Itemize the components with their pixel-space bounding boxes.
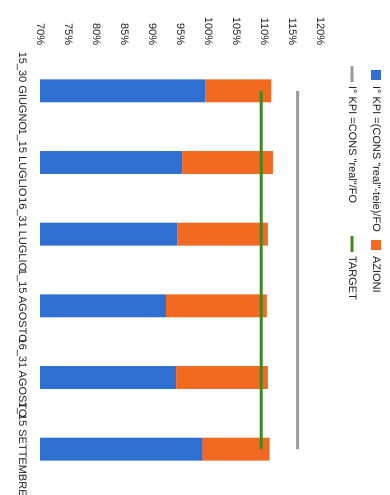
x-tick-label: 16_31 LUGLIO xyxy=(16,197,28,271)
bar-segment xyxy=(177,222,268,246)
bar-segment xyxy=(202,437,270,461)
y-tick-label: 70% xyxy=(34,23,46,45)
bar-segment xyxy=(176,366,268,389)
legend-label: I° KPI =(CONS "real"-teie)/FO xyxy=(370,86,382,232)
bar-segment xyxy=(166,294,267,318)
bar-segment xyxy=(40,437,203,461)
x-tick-label: 15_30 GIUGNO xyxy=(16,52,28,131)
x-tick-label: 1_15 SETTEMBRE xyxy=(16,402,28,495)
bar-segment xyxy=(40,366,177,389)
bar-segment xyxy=(40,79,206,103)
bar-segment xyxy=(40,222,178,246)
y-tick-label: 90% xyxy=(146,23,158,45)
y-tick-label: 85% xyxy=(118,23,130,45)
bar-segment xyxy=(40,294,166,318)
x-tick-label: 16_31 AGOSTO xyxy=(16,338,28,418)
y-tick-label: 75% xyxy=(62,23,74,45)
y-tick-label: 105% xyxy=(230,17,242,45)
bar-segment xyxy=(205,79,272,103)
y-tick-label: 110% xyxy=(258,18,270,46)
y-tick-label: 115% xyxy=(286,18,298,46)
x-tick-label: 1_15 LUGLIO xyxy=(16,129,28,197)
x-tick-label: 1_15 AGOSTO xyxy=(16,269,28,343)
bar-segment xyxy=(182,151,273,174)
legend-label: AZIONI xyxy=(370,256,382,293)
legend-label: TARGET xyxy=(346,256,358,300)
bar-segment xyxy=(40,151,183,174)
y-tick-label: 95% xyxy=(174,23,186,45)
legend-swatch xyxy=(371,70,381,80)
rotated-chart: 70% 75% 80% 85% 90% 95% 100% 105% 110% 115% 120% 15… xyxy=(16,17,382,495)
legend-swatch xyxy=(371,240,381,250)
y-tick-label: 120% xyxy=(314,17,326,45)
y-tick-label: 100% xyxy=(202,17,214,45)
legend-label: I° KPI =CONS "real"/FO xyxy=(346,86,358,203)
y-tick-label: 80% xyxy=(90,23,102,45)
